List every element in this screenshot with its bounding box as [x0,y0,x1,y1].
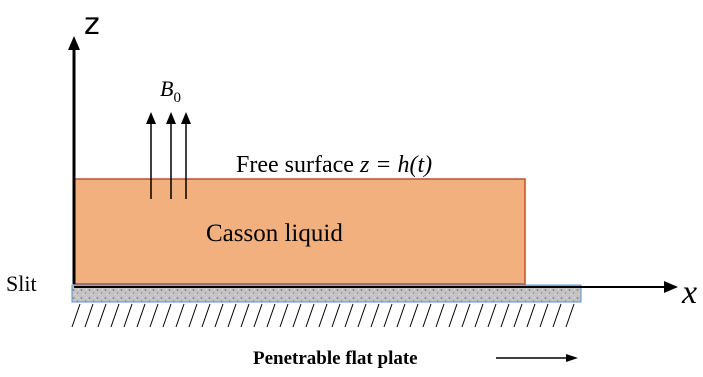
hatch-mark [500,303,510,328]
hatch-mark [201,303,211,328]
field-subscript: 0 [173,90,181,106]
hatch-mark [435,303,445,328]
arrow-up-icon [146,112,156,124]
z-axis-arrowhead-icon [68,36,80,50]
free-surface-label: Free surface z = h(t) [236,152,432,178]
hatch-mark [409,303,419,328]
field-symbol: B [160,76,173,101]
hatch-mark [266,303,276,328]
hatch-mark [162,303,172,328]
free-surface-equation: z = h(t) [359,152,432,178]
x-axis-arrowhead-icon [664,281,678,293]
hatch-mark [396,303,406,328]
hatch-mark [84,303,94,328]
hatch-mark [123,303,133,328]
hatch-mark [253,303,263,328]
hatch-mark [526,303,536,328]
hatch-mark [565,303,575,328]
hatch-mark [357,303,367,328]
hatch-mark [292,303,302,328]
hatch-mark [279,303,289,328]
hatch-mark [552,303,562,328]
hatch-mark [344,303,354,328]
hatch-mark [240,303,250,328]
arrow-up-icon [181,112,191,124]
hatch-mark [383,303,393,328]
slit-label: Slit [6,271,37,296]
hatch-mark [422,303,432,328]
penetrable-plate [71,284,582,303]
magnetic-field-arrows [146,112,191,199]
plate-label: Penetrable flat plate [253,348,418,369]
casson-liquid-label: Casson liquid [206,220,343,247]
field-label: B0 [160,76,181,106]
z-axis-label: z [84,7,100,42]
hatch-mark [318,303,328,328]
hatch-mark [227,303,237,328]
hatch-mark [71,303,81,328]
casson-liquid-region [73,178,526,285]
hatch-mark [305,303,315,328]
hatch-mark [448,303,458,328]
hatch-mark [513,303,523,328]
hatch-mark [97,303,107,328]
hatch-mark [539,303,549,328]
arrow-right-icon [566,354,578,362]
free-surface-text: Free surface [236,152,360,178]
plate-hatching [71,303,575,328]
hatch-mark [370,303,380,328]
hatch-mark [175,303,185,328]
hatch-mark [136,303,146,328]
hatch-mark [487,303,497,328]
hatch-mark [110,303,120,328]
arrow-up-icon [166,112,176,124]
hatch-mark [331,303,341,328]
hatch-mark [474,303,484,328]
hatch-mark [214,303,224,328]
hatch-mark [149,303,159,328]
x-axis-label: x [681,274,697,311]
hatch-mark [461,303,471,328]
hatch-mark [188,303,198,328]
